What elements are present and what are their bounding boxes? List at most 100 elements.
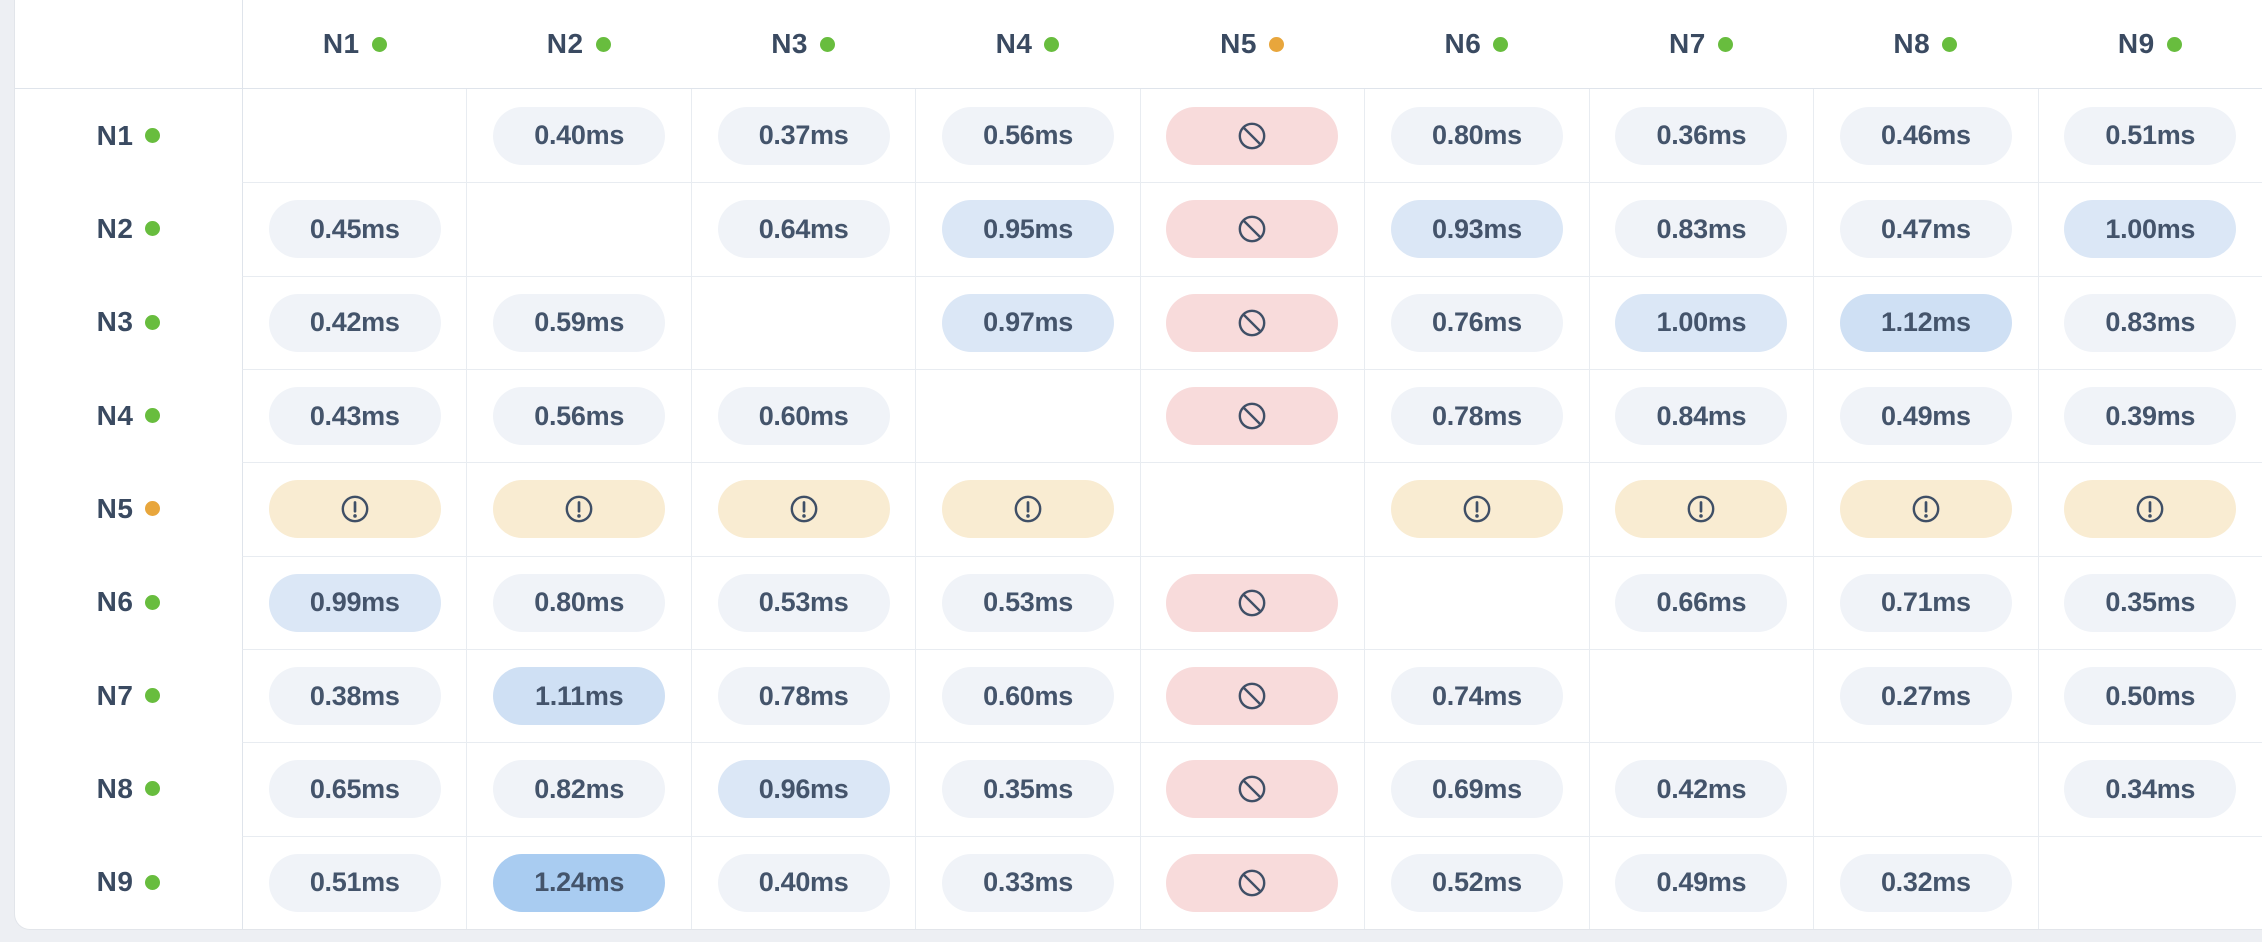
latency-pill[interactable]: 0.83ms <box>2064 293 2237 352</box>
node-label: N1 <box>322 28 360 59</box>
latency-pill[interactable]: 0.45ms <box>268 200 441 259</box>
latency-pill[interactable]: 1.11ms <box>493 667 666 726</box>
latency-pill[interactable]: 0.76ms <box>1390 293 1563 352</box>
latency-pill[interactable]: 0.96ms <box>717 760 890 819</box>
matrix-cell-n4-n2: 0.56ms <box>466 369 691 463</box>
latency-pill[interactable]: 0.51ms <box>2064 106 2237 165</box>
latency-pill[interactable]: 0.35ms <box>942 760 1115 819</box>
latency-pill[interactable]: 0.47ms <box>1839 200 2012 259</box>
matrix-cell-n4-n9: 0.39ms <box>2037 369 2262 463</box>
matrix-cell-n3-n3 <box>690 275 916 369</box>
latency-pill[interactable]: 0.35ms <box>2064 573 2237 632</box>
latency-pill[interactable]: 0.59ms <box>493 293 666 352</box>
latency-pill[interactable]: 0.64ms <box>717 200 890 259</box>
latency-pill[interactable]: 0.46ms <box>1839 106 2012 165</box>
warning-pill[interactable] <box>1390 480 1563 539</box>
latency-pill[interactable]: 0.42ms <box>1615 760 1788 819</box>
latency-pill[interactable]: 0.32ms <box>1839 853 2012 912</box>
matrix-cell-n9-n3: 0.40ms <box>690 835 916 929</box>
latency-matrix-card: N1 N2 N3 N4 N5 N6 N7 N8 N9 N1 0.40ms 0.37ms 0.56ms 0.… <box>14 0 2262 930</box>
latency-pill[interactable]: 0.49ms <box>1615 853 1788 912</box>
matrix-cell-n2-n9: 1.00ms <box>2037 182 2262 276</box>
column-header-n3: N3 <box>690 0 916 89</box>
matrix-cell-n8-n6: 0.69ms <box>1364 742 1589 836</box>
blocked-pill[interactable] <box>1166 853 1339 912</box>
latency-pill[interactable]: 1.00ms <box>1615 293 1788 352</box>
latency-pill[interactable]: 0.71ms <box>1839 573 2012 632</box>
warning-pill[interactable] <box>268 480 441 539</box>
latency-pill[interactable]: 0.60ms <box>942 667 1115 726</box>
latency-pill[interactable]: 0.51ms <box>268 853 441 912</box>
warning-pill[interactable] <box>493 480 666 539</box>
latency-pill[interactable]: 0.60ms <box>717 387 890 446</box>
node-status-dot <box>145 688 161 704</box>
blocked-pill[interactable] <box>1166 293 1339 352</box>
node-label: N1 <box>96 119 134 151</box>
latency-pill[interactable]: 0.78ms <box>1390 387 1563 446</box>
latency-pill[interactable]: 0.56ms <box>942 106 1115 165</box>
latency-pill[interactable]: 0.53ms <box>942 573 1115 632</box>
node-label: N4 <box>995 28 1033 59</box>
latency-pill[interactable]: 0.74ms <box>1390 667 1563 726</box>
warning-pill[interactable] <box>2064 480 2237 539</box>
latency-pill[interactable]: 0.93ms <box>1390 200 1563 259</box>
blocked-pill[interactable] <box>1166 667 1339 726</box>
matrix-cell-n8-n1: 0.65ms <box>242 742 467 836</box>
latency-pill[interactable]: 0.82ms <box>493 760 666 819</box>
latency-pill[interactable]: 0.83ms <box>1615 200 1788 259</box>
latency-pill[interactable]: 0.42ms <box>268 293 441 352</box>
warning-pill[interactable] <box>942 480 1115 539</box>
latency-pill[interactable]: 0.40ms <box>717 853 890 912</box>
matrix-cell-n4-n3: 0.60ms <box>690 369 916 463</box>
latency-pill[interactable]: 0.65ms <box>268 760 441 819</box>
latency-pill[interactable]: 0.50ms <box>2064 667 2237 726</box>
node-status-dot <box>2166 36 2182 52</box>
matrix-cell-n2-n8: 0.47ms <box>1813 182 2038 276</box>
matrix-cell-n3-n7: 1.00ms <box>1588 275 1814 369</box>
blocked-pill[interactable] <box>1166 200 1339 259</box>
latency-pill[interactable]: 0.84ms <box>1615 387 1788 446</box>
alert-circle-icon <box>1014 496 1042 523</box>
latency-pill[interactable]: 0.52ms <box>1390 853 1563 912</box>
latency-pill[interactable]: 0.97ms <box>942 293 1115 352</box>
warning-pill[interactable] <box>717 480 890 539</box>
latency-pill[interactable]: 0.49ms <box>1839 387 2012 446</box>
node-status-dot <box>145 501 161 517</box>
no-entry-icon <box>1239 589 1266 617</box>
matrix-cell-n8-n9: 0.34ms <box>2037 742 2262 836</box>
matrix-cell-n1-n4: 0.56ms <box>915 89 1139 183</box>
latency-pill[interactable]: 0.56ms <box>493 387 666 446</box>
blocked-pill[interactable] <box>1166 760 1339 819</box>
matrix-cell-n7-n2: 1.11ms <box>466 649 691 743</box>
latency-pill[interactable]: 0.95ms <box>942 200 1115 259</box>
latency-pill[interactable]: 1.00ms <box>2064 200 2237 259</box>
matrix-cell-n9-n7: 0.49ms <box>1588 835 1814 929</box>
warning-pill[interactable] <box>1615 480 1788 539</box>
latency-pill[interactable]: 0.34ms <box>2064 760 2237 819</box>
latency-pill[interactable]: 0.33ms <box>942 853 1115 912</box>
latency-pill[interactable]: 0.39ms <box>2064 387 2237 446</box>
latency-pill[interactable]: 0.53ms <box>717 573 890 632</box>
latency-pill[interactable]: 0.78ms <box>717 667 890 726</box>
latency-pill[interactable]: 1.12ms <box>1839 293 2012 352</box>
latency-pill[interactable]: 0.37ms <box>717 106 890 165</box>
latency-pill[interactable]: 0.40ms <box>493 106 666 165</box>
latency-pill[interactable]: 0.43ms <box>268 387 441 446</box>
latency-pill[interactable]: 0.99ms <box>268 573 441 632</box>
matrix-cell-n1-n3: 0.37ms <box>690 89 915 183</box>
blocked-pill[interactable] <box>1166 106 1339 165</box>
latency-pill[interactable]: 0.38ms <box>268 667 441 726</box>
latency-pill[interactable]: 1.24ms <box>493 853 666 912</box>
warning-pill[interactable] <box>1839 480 2012 539</box>
latency-pill[interactable]: 0.27ms <box>1839 667 2012 726</box>
blocked-pill[interactable] <box>1166 573 1339 632</box>
node-label: N5 <box>96 492 134 524</box>
blocked-pill[interactable] <box>1166 387 1339 446</box>
latency-pill[interactable]: 0.69ms <box>1390 760 1563 819</box>
latency-pill[interactable]: 0.80ms <box>493 573 666 632</box>
node-label: N4 <box>96 399 134 431</box>
latency-pill[interactable]: 0.66ms <box>1615 573 1788 632</box>
latency-pill[interactable]: 0.36ms <box>1615 106 1788 165</box>
node-status-dot <box>820 36 835 52</box>
latency-pill[interactable]: 0.80ms <box>1390 106 1563 165</box>
